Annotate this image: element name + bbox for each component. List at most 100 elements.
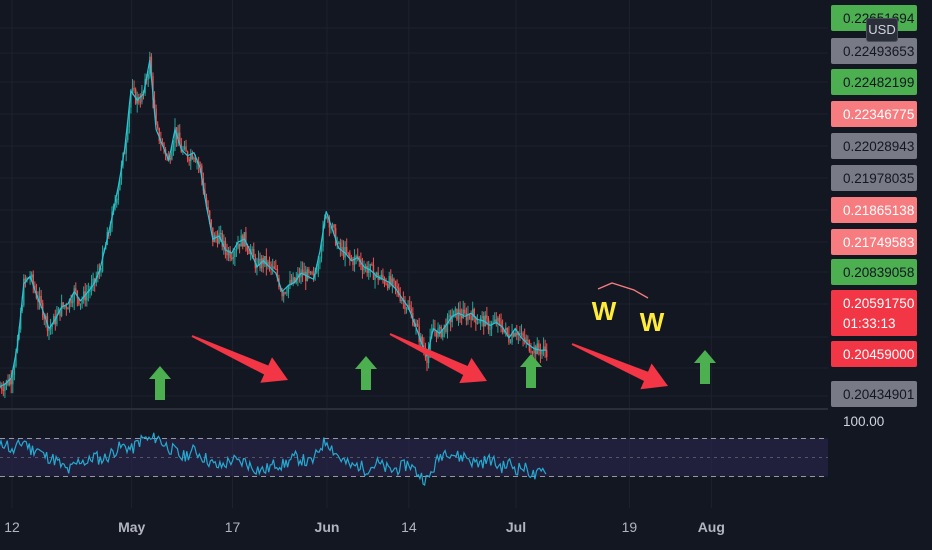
w-pattern-label: W: [592, 296, 617, 326]
candle: [473, 307, 475, 323]
candle: [253, 242, 255, 258]
candle: [306, 266, 309, 282]
candle: [215, 231, 217, 243]
candle: [226, 243, 228, 261]
candle: [386, 282, 389, 291]
candle: [371, 262, 373, 267]
candle: [442, 329, 444, 341]
candle: [516, 325, 518, 341]
candle: [67, 306, 69, 310]
candle: [500, 313, 502, 333]
candle: [486, 306, 488, 326]
candle: [523, 328, 526, 345]
candle: [303, 262, 305, 276]
candle: [341, 239, 343, 256]
moving-average-line: [0, 59, 547, 388]
time-tick-label: Aug: [698, 519, 725, 535]
candle: [530, 342, 532, 354]
up-arrow-icon: [520, 354, 542, 388]
price-tag-value: 0.20591750: [843, 296, 914, 311]
candle: [538, 340, 540, 356]
price-tag: 0.21749583: [831, 229, 917, 255]
price-candles: [0, 51, 548, 399]
candle: [397, 283, 400, 298]
candle: [520, 324, 523, 337]
candle: [357, 248, 359, 262]
candle: [179, 124, 181, 144]
candle: [10, 370, 12, 394]
candle: [229, 246, 231, 262]
grid-lines: [0, 0, 828, 508]
candle: [90, 274, 93, 296]
candle: [393, 277, 395, 288]
candle: [385, 277, 387, 286]
candle: [319, 256, 321, 270]
price-tag-value: 0.20459000: [843, 347, 914, 362]
candle: [508, 326, 510, 345]
candle: [262, 255, 264, 273]
candle: [224, 237, 227, 259]
candle: [377, 266, 379, 285]
candle: [542, 337, 545, 357]
candle: [457, 302, 460, 326]
candle: [404, 296, 406, 315]
candle: [481, 311, 483, 327]
price-axis[interactable]: 0.226516940.224936530.224821990.22346775…: [829, 0, 932, 550]
candle: [79, 303, 82, 310]
candle: [505, 322, 507, 337]
candle: [191, 150, 194, 160]
price-tag-value: 0.22346775: [843, 107, 914, 122]
candle: [86, 284, 88, 307]
candle: [471, 301, 474, 321]
time-axis[interactable]: 12 May 17 Jun 14 Jul 19 Aug: [4, 519, 725, 535]
candle: [405, 306, 408, 314]
candle: [438, 324, 441, 337]
candle: [268, 256, 271, 272]
candle: [289, 271, 291, 290]
candle: [287, 284, 290, 299]
candle: [171, 146, 173, 161]
candle: [489, 320, 491, 336]
candle: [366, 261, 368, 277]
candle: [297, 267, 299, 287]
currency-button[interactable]: USD: [866, 18, 898, 42]
price-tag: 0.20459000: [831, 341, 917, 367]
up-arrow-icon: [694, 350, 716, 384]
candle: [437, 322, 439, 339]
candle: [541, 349, 543, 359]
price-tag: 0.22346775: [831, 101, 917, 127]
price-tag: 0.21978035: [831, 165, 917, 191]
candle: [375, 271, 378, 278]
candle: [322, 220, 324, 252]
candle: [73, 285, 75, 311]
candle: [147, 70, 149, 87]
time-tick-label: 19: [622, 519, 638, 535]
candle: [464, 302, 466, 315]
price-tag: 0.22482199: [831, 69, 917, 95]
bar-countdown: 01:33:13: [843, 316, 896, 331]
price-tag: 0.20434901: [831, 381, 917, 407]
candle: [257, 250, 260, 266]
candle: [512, 331, 515, 338]
candle: [71, 294, 74, 308]
candle: [185, 139, 187, 152]
candle: [38, 287, 41, 310]
candle: [131, 79, 134, 95]
candle: [383, 276, 386, 288]
candle: [12, 371, 14, 394]
candle: [394, 280, 397, 295]
candle: [271, 258, 274, 275]
candle: [141, 84, 143, 105]
candle: [259, 252, 261, 272]
up-arrow-icon: [149, 366, 171, 400]
candle: [546, 343, 548, 361]
candle: [497, 316, 499, 333]
candle: [188, 156, 190, 166]
candle: [539, 343, 542, 364]
oscillator-pane: [0, 432, 828, 487]
candle: [358, 255, 360, 267]
candle: [353, 249, 356, 272]
candle: [434, 319, 436, 337]
w-pattern-label: W: [640, 307, 665, 337]
